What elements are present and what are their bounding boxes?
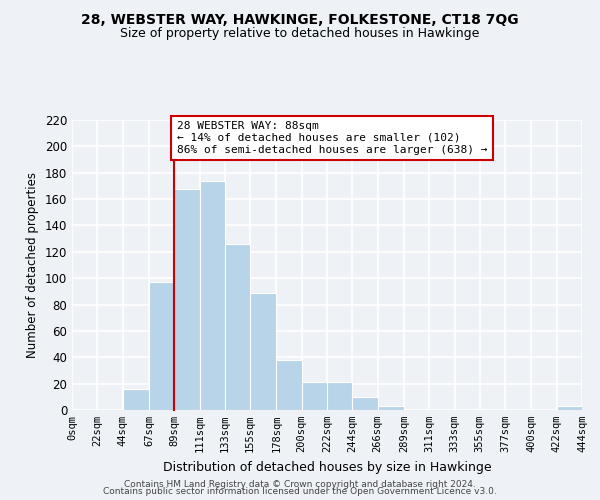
Text: 28 WEBSTER WAY: 88sqm
← 14% of detached houses are smaller (102)
86% of semi-det: 28 WEBSTER WAY: 88sqm ← 14% of detached … bbox=[176, 122, 487, 154]
Bar bbox=[327, 382, 352, 410]
Text: Distribution of detached houses by size in Hawkinge: Distribution of detached houses by size … bbox=[163, 461, 491, 474]
Bar bbox=[352, 397, 377, 410]
Bar bbox=[277, 360, 302, 410]
Bar bbox=[377, 406, 404, 410]
Bar bbox=[122, 389, 149, 410]
Text: Size of property relative to detached houses in Hawkinge: Size of property relative to detached ho… bbox=[121, 28, 479, 40]
Bar bbox=[174, 188, 199, 410]
Y-axis label: Number of detached properties: Number of detached properties bbox=[26, 172, 39, 358]
Text: Contains HM Land Registry data © Crown copyright and database right 2024.: Contains HM Land Registry data © Crown c… bbox=[124, 480, 476, 489]
Bar bbox=[557, 406, 582, 410]
Text: Contains public sector information licensed under the Open Government Licence v3: Contains public sector information licen… bbox=[103, 487, 497, 496]
Bar bbox=[302, 382, 327, 410]
Bar bbox=[250, 292, 277, 410]
Bar bbox=[149, 282, 174, 410]
Bar bbox=[225, 244, 250, 410]
Text: 28, WEBSTER WAY, HAWKINGE, FOLKESTONE, CT18 7QG: 28, WEBSTER WAY, HAWKINGE, FOLKESTONE, C… bbox=[81, 12, 519, 26]
Bar bbox=[199, 180, 225, 410]
